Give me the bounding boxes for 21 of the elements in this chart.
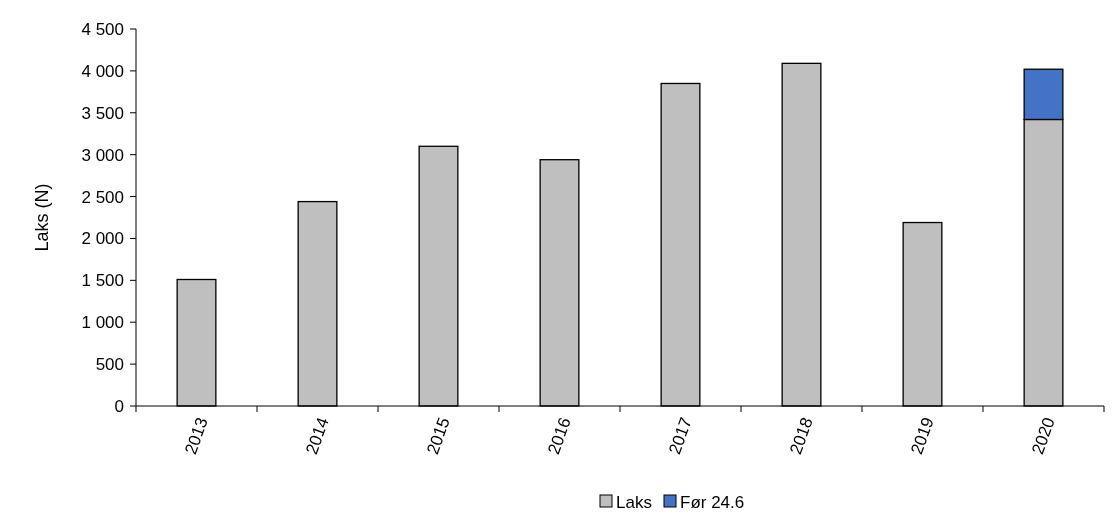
x-tick-label: 2015 [423,414,454,457]
x-tick-label: 2018 [786,414,817,457]
y-tick-label: 4 000 [81,61,124,81]
x-tick-label: 2014 [302,414,333,457]
y-axis-title: Laks (N) [32,183,52,252]
y-tick-label: 2 500 [81,187,124,207]
y-tick-label: 2 000 [81,229,124,249]
legend-label: Før 24.6 [680,493,745,513]
y-tick-label: 4 500 [81,19,124,39]
x-tick-label: 2017 [665,414,696,457]
x-tick-label: 2019 [907,414,938,457]
x-tick-label: 2013 [181,414,212,457]
legend-label: Laks [616,493,652,513]
y-tick-label: 3 000 [81,145,124,165]
y-tick-label: 1 500 [81,271,124,291]
y-tick-label: 0 [114,396,124,416]
y-tick-label: 3 500 [81,103,124,123]
x-tick-label: 2020 [1028,414,1059,457]
y-tick-label: 1 000 [81,313,124,333]
y-tick-label: 500 [95,355,124,375]
x-tick-label: 2016 [544,414,575,457]
